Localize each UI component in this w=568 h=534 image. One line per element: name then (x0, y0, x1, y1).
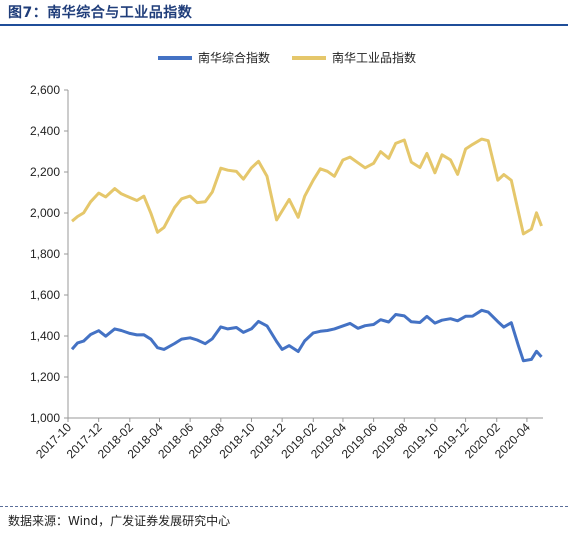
y-tick-label: 2,400 (30, 124, 60, 138)
series-line-composite (70, 308, 543, 363)
line-chart: 南华综合指数 南华工业品指数 1,000 1,200 1,400 1,600 1,800 2… (30, 50, 543, 461)
legend-label: 南华工业品指数 (332, 50, 416, 65)
y-axis: 1,000 1,200 1,400 1,600 1,800 2,000 2,200 2,400… (30, 83, 69, 425)
y-tick-label: 1,200 (30, 370, 60, 384)
y-tick-label: 1,400 (30, 329, 60, 343)
figure-title: 图7：南华综合与工业品指数 (8, 5, 193, 21)
y-tick-label: 1,800 (30, 247, 60, 261)
source-note: 数据来源：Wind，广发证券发展研究中心 (8, 514, 231, 528)
series-line-industrial (71, 137, 543, 236)
y-tick-label: 2,600 (30, 83, 60, 97)
legend-label: 南华综合指数 (198, 50, 270, 65)
title-divider (0, 24, 568, 26)
legend: 南华综合指数 南华工业品指数 (158, 50, 416, 65)
y-tick-label: 2,000 (30, 206, 60, 220)
y-tick-label: 1,000 (30, 411, 60, 425)
series-layer (70, 137, 543, 363)
x-axis: 2017-102017-122018-022018-042018-062018-… (33, 417, 543, 461)
y-tick-label: 2,200 (30, 165, 60, 179)
footer-divider (0, 506, 568, 507)
y-tick-label: 1,600 (30, 288, 60, 302)
